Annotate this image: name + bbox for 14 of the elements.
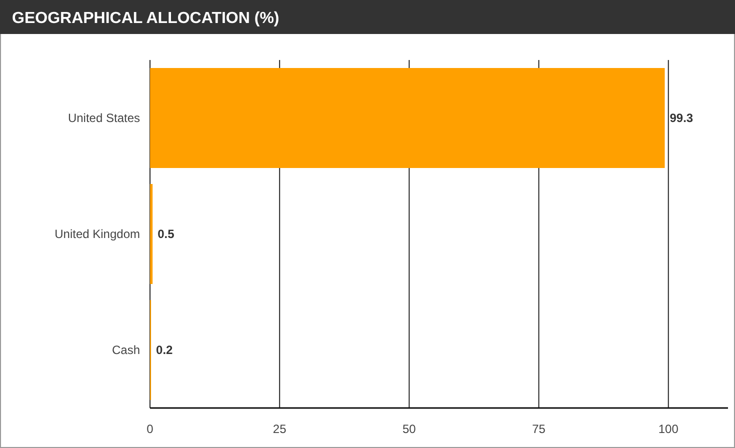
data-label: 0.5 [158,227,175,241]
y-tick-label: United States [68,111,140,125]
x-tick-label: 50 [402,422,416,436]
x-tick-label: 100 [658,422,679,436]
data-label: 0.2 [156,343,174,357]
y-tick-label: United Kingdom [54,227,140,241]
bar [150,184,153,284]
bar [150,68,665,168]
data-label: 99.3 [670,111,694,125]
x-tick-label: 25 [272,422,287,436]
x-tick-label: 75 [532,422,546,436]
chart-title: GEOGRAPHICAL ALLOCATION (%) [12,10,280,27]
x-tick-label: 0 [146,422,154,436]
y-tick-label: Cash [112,343,140,357]
